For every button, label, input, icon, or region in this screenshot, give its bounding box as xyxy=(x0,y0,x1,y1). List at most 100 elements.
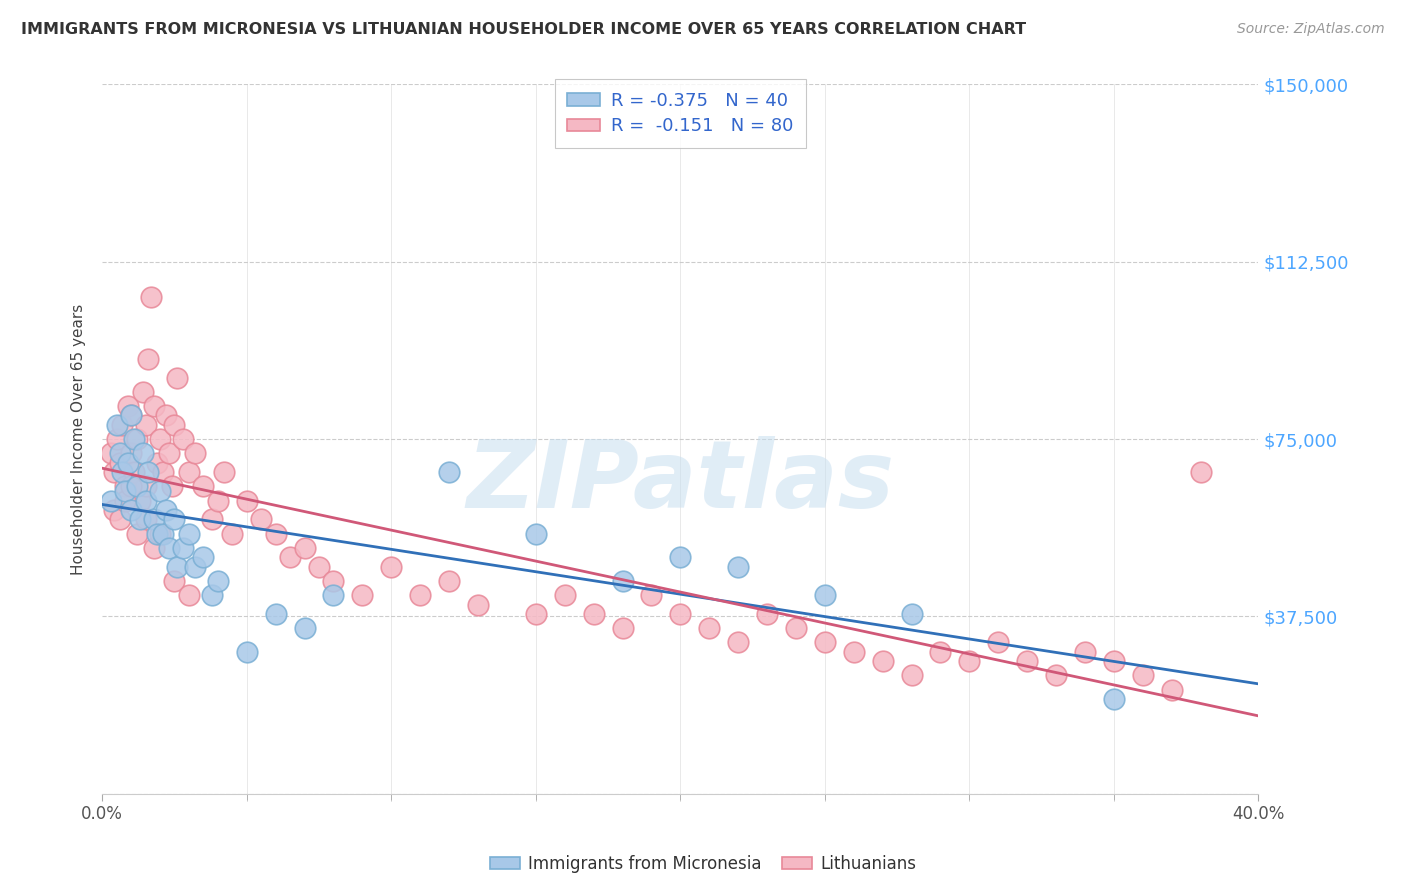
Point xyxy=(193,479,215,493)
Text: Source: ZipAtlas.com: Source: ZipAtlas.com xyxy=(1237,22,1385,37)
Point xyxy=(111,465,134,479)
Point xyxy=(183,559,205,574)
Point xyxy=(177,465,200,479)
Point xyxy=(872,654,894,668)
Point xyxy=(128,512,150,526)
Point xyxy=(183,446,205,460)
Point xyxy=(114,479,136,493)
Point xyxy=(149,526,172,541)
Point xyxy=(166,559,188,574)
Point xyxy=(352,588,374,602)
Point xyxy=(138,465,160,479)
Point xyxy=(114,484,136,499)
Point xyxy=(221,526,243,541)
Point xyxy=(157,541,180,555)
Point xyxy=(1189,465,1212,479)
Point xyxy=(163,574,186,588)
Point xyxy=(235,493,257,508)
Point xyxy=(177,588,200,602)
Point xyxy=(669,550,692,565)
Point xyxy=(524,526,547,541)
Point xyxy=(122,465,145,479)
Point xyxy=(172,541,194,555)
Point xyxy=(1017,654,1039,668)
Point xyxy=(669,607,692,621)
Point xyxy=(128,493,150,508)
Point xyxy=(125,479,148,493)
Point xyxy=(727,559,749,574)
Point xyxy=(278,550,301,565)
Point xyxy=(108,456,131,470)
Point xyxy=(138,351,160,366)
Point xyxy=(380,559,402,574)
Point xyxy=(554,588,576,602)
Point xyxy=(201,512,224,526)
Point xyxy=(612,574,634,588)
Point xyxy=(117,456,139,470)
Point xyxy=(143,399,166,413)
Point xyxy=(163,512,186,526)
Point xyxy=(131,384,153,399)
Point xyxy=(1102,654,1125,668)
Point xyxy=(157,446,180,460)
Point xyxy=(114,493,136,508)
Point xyxy=(177,526,200,541)
Point xyxy=(235,645,257,659)
Point xyxy=(135,479,157,493)
Point xyxy=(264,607,287,621)
Point xyxy=(814,635,837,649)
Point xyxy=(125,432,148,446)
Point xyxy=(141,290,163,304)
Point xyxy=(120,409,142,423)
Point xyxy=(108,512,131,526)
Point xyxy=(172,432,194,446)
Point xyxy=(135,417,157,432)
Point xyxy=(467,598,489,612)
Point xyxy=(697,621,720,635)
Point xyxy=(900,607,922,621)
Point xyxy=(957,654,980,668)
Point xyxy=(117,399,139,413)
Point xyxy=(103,503,125,517)
Point xyxy=(785,621,807,635)
Point xyxy=(987,635,1010,649)
Point xyxy=(131,446,153,460)
Point xyxy=(149,484,172,499)
Point xyxy=(193,550,215,565)
Point xyxy=(322,588,344,602)
Point xyxy=(166,370,188,384)
Point xyxy=(149,432,172,446)
Point xyxy=(308,559,330,574)
Point xyxy=(155,503,177,517)
Point xyxy=(105,417,128,432)
Point xyxy=(1132,668,1154,682)
Point xyxy=(900,668,922,682)
Point xyxy=(207,493,229,508)
Point xyxy=(120,446,142,460)
Point xyxy=(612,621,634,635)
Point xyxy=(100,493,122,508)
Point xyxy=(294,541,316,555)
Point xyxy=(120,503,142,517)
Legend: Immigrants from Micronesia, Lithuanians: Immigrants from Micronesia, Lithuanians xyxy=(484,848,922,880)
Point xyxy=(250,512,273,526)
Point xyxy=(524,607,547,621)
Point xyxy=(155,409,177,423)
Point xyxy=(409,588,432,602)
Point xyxy=(146,456,169,470)
Point xyxy=(264,526,287,541)
Point xyxy=(1045,668,1067,682)
Text: IMMIGRANTS FROM MICRONESIA VS LITHUANIAN HOUSEHOLDER INCOME OVER 65 YEARS CORREL: IMMIGRANTS FROM MICRONESIA VS LITHUANIAN… xyxy=(21,22,1026,37)
Point xyxy=(201,588,224,602)
Legend: R = -0.375   N = 40, R =  -0.151   N = 80: R = -0.375 N = 40, R = -0.151 N = 80 xyxy=(555,79,806,148)
Point xyxy=(163,417,186,432)
Point xyxy=(437,574,460,588)
Point xyxy=(143,541,166,555)
Point xyxy=(111,417,134,432)
Point xyxy=(122,432,145,446)
Point xyxy=(146,526,169,541)
Point xyxy=(756,607,779,621)
Point xyxy=(108,446,131,460)
Point xyxy=(212,465,235,479)
Point xyxy=(105,432,128,446)
